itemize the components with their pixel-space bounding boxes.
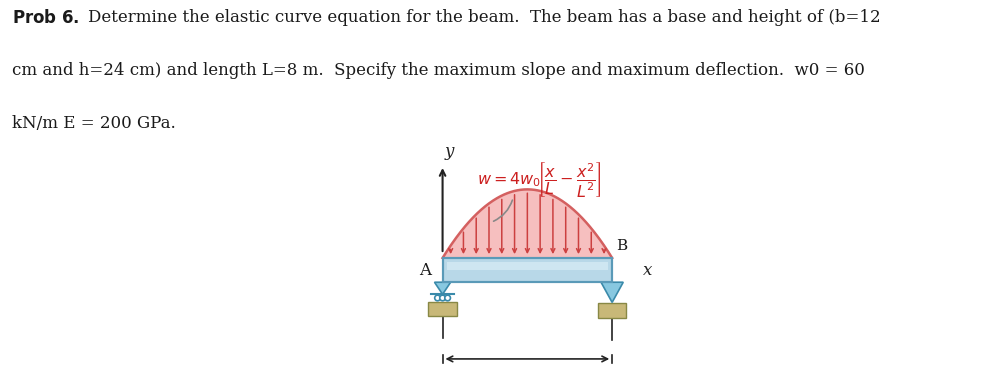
Text: Determine the elastic curve equation for the beam.  The beam has a base and heig: Determine the elastic curve equation for…: [87, 9, 880, 26]
Text: $\mathbf{Prob\ 6.}$: $\mathbf{Prob\ 6.}$: [12, 9, 80, 27]
Text: $w = 4w_0\!\left[\dfrac{x}{L} - \dfrac{x^2}{L^2}\right]$: $w = 4w_0\!\left[\dfrac{x}{L} - \dfrac{x…: [476, 160, 601, 199]
Text: A: A: [419, 262, 431, 279]
Circle shape: [439, 295, 445, 301]
Bar: [428, 302, 456, 316]
Text: cm and h=24 cm) and length L=8 m.  Specify the maximum slope and maximum deflect: cm and h=24 cm) and length L=8 m. Specif…: [12, 62, 864, 79]
Circle shape: [434, 295, 440, 301]
Circle shape: [444, 295, 450, 301]
Text: x: x: [643, 262, 652, 279]
Bar: [442, 258, 611, 282]
Bar: [446, 262, 607, 270]
Text: B: B: [615, 239, 626, 253]
Polygon shape: [434, 282, 450, 294]
Text: kN/m E = 200 GPa.: kN/m E = 200 GPa.: [12, 115, 176, 131]
Bar: [597, 304, 625, 317]
Polygon shape: [600, 282, 622, 302]
Text: y: y: [444, 143, 453, 160]
